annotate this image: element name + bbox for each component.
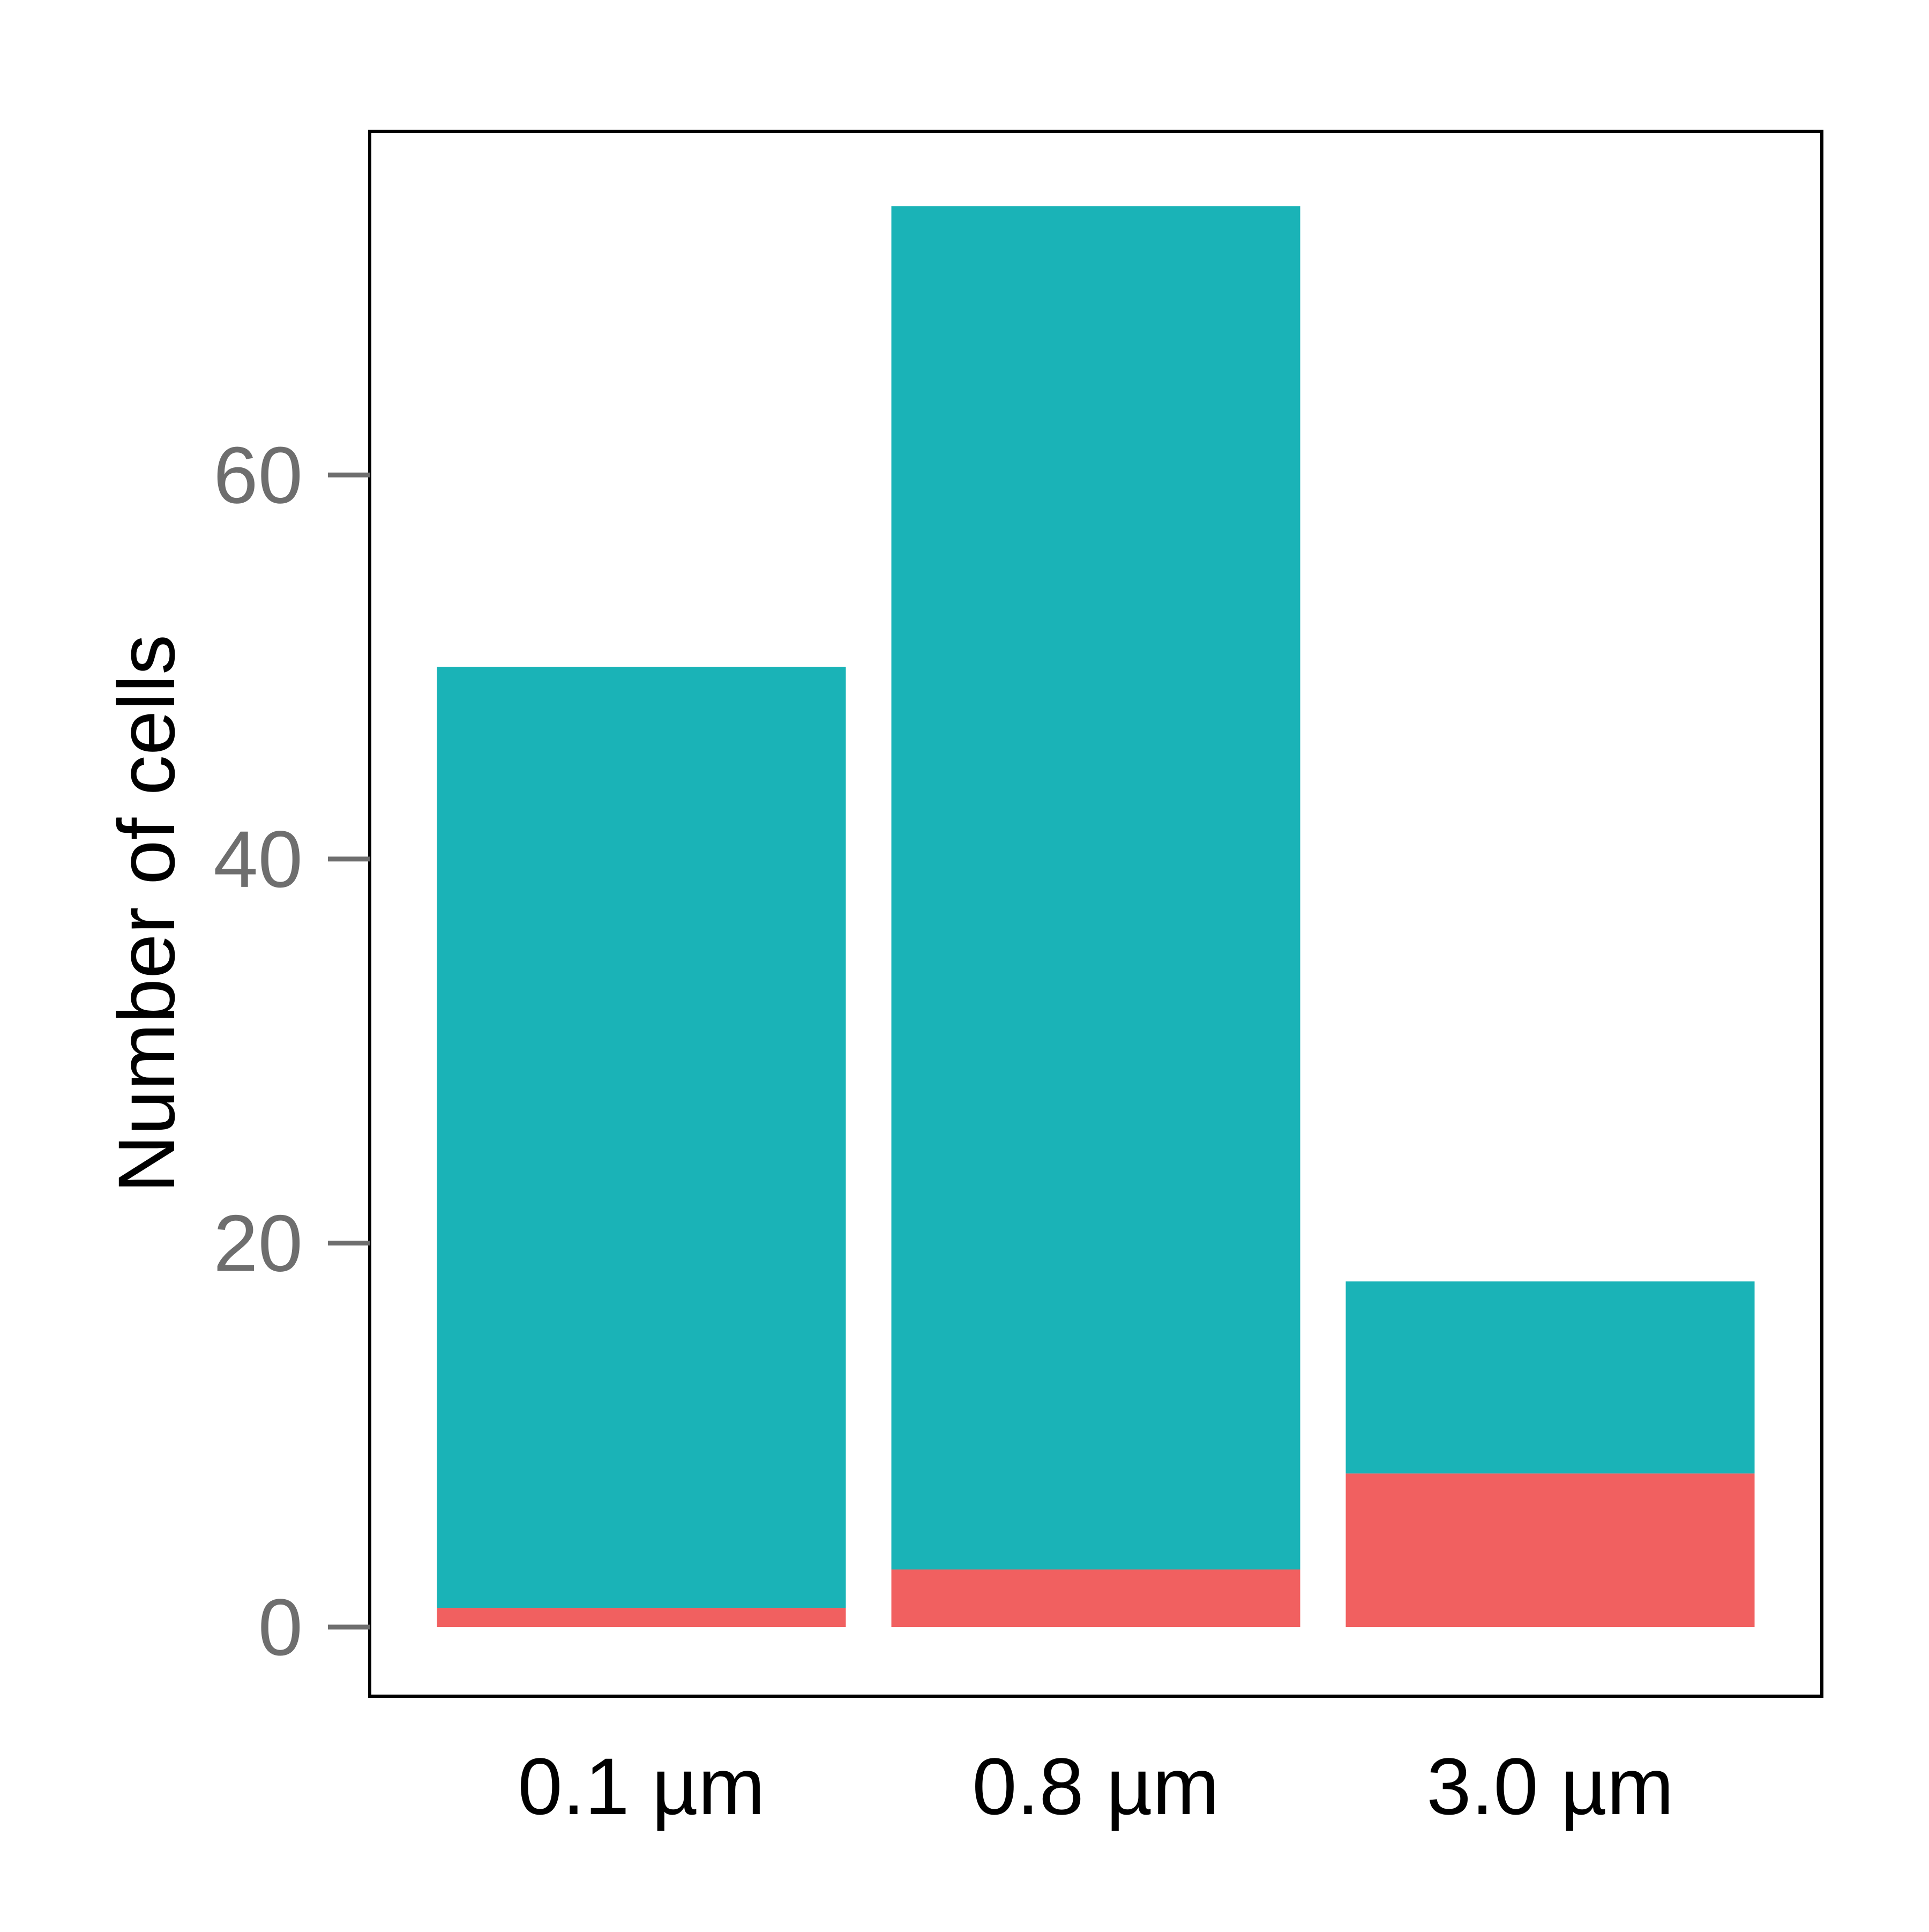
y-tick-label: 40 <box>213 814 303 904</box>
plot-frame <box>368 130 1823 1698</box>
bar-segment-1-cat-3 <box>1345 1473 1755 1627</box>
bar-segment-2-cat-1 <box>437 667 846 1608</box>
y-tick-label: 60 <box>213 430 303 520</box>
x-tick-label: 0.1 µm <box>518 1741 765 1831</box>
bar-segment-1-cat-2 <box>891 1569 1300 1627</box>
y-tick-label: 20 <box>213 1198 303 1288</box>
x-tick-label: 3.0 µm <box>1426 1741 1674 1831</box>
x-axis: 0.1 µm 0.8 µm 3.0 µm <box>518 1741 1674 1831</box>
bars-layer <box>437 206 1755 1627</box>
bar-segment-2-cat-2 <box>891 206 1300 1570</box>
bar-segment-2-cat-3 <box>1345 1281 1755 1474</box>
y-axis-title: Number of cells <box>101 635 191 1193</box>
y-tick-label: 0 <box>258 1582 303 1672</box>
y-axis: 0 20 40 60 <box>213 430 370 1672</box>
x-tick-label: 0.8 µm <box>972 1741 1220 1831</box>
bar-segment-1-cat-1 <box>437 1608 846 1627</box>
